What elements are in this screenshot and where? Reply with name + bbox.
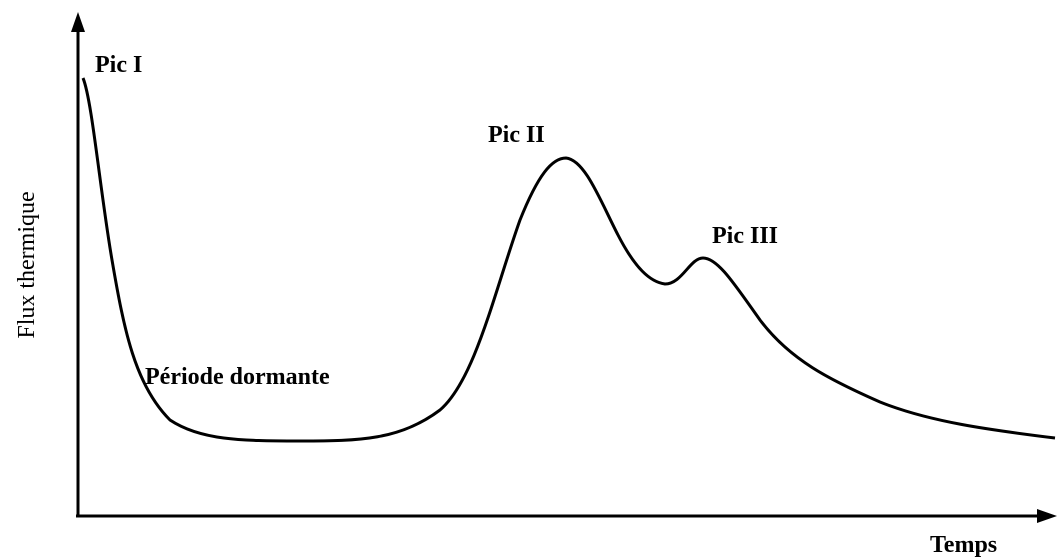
peak-label: Pic III	[712, 223, 778, 249]
x-axis-label: Temps	[930, 532, 997, 558]
y-axis-arrow	[71, 12, 85, 32]
peak-label: Pic II	[488, 122, 545, 148]
peak-label: Pic I	[95, 52, 142, 78]
x-axis-arrow	[1037, 509, 1057, 523]
dormant-period-label: Période dormante	[145, 364, 330, 390]
heat-flow-curve	[81, 77, 1056, 443]
y-axis-label: Flux thermique	[14, 191, 40, 338]
